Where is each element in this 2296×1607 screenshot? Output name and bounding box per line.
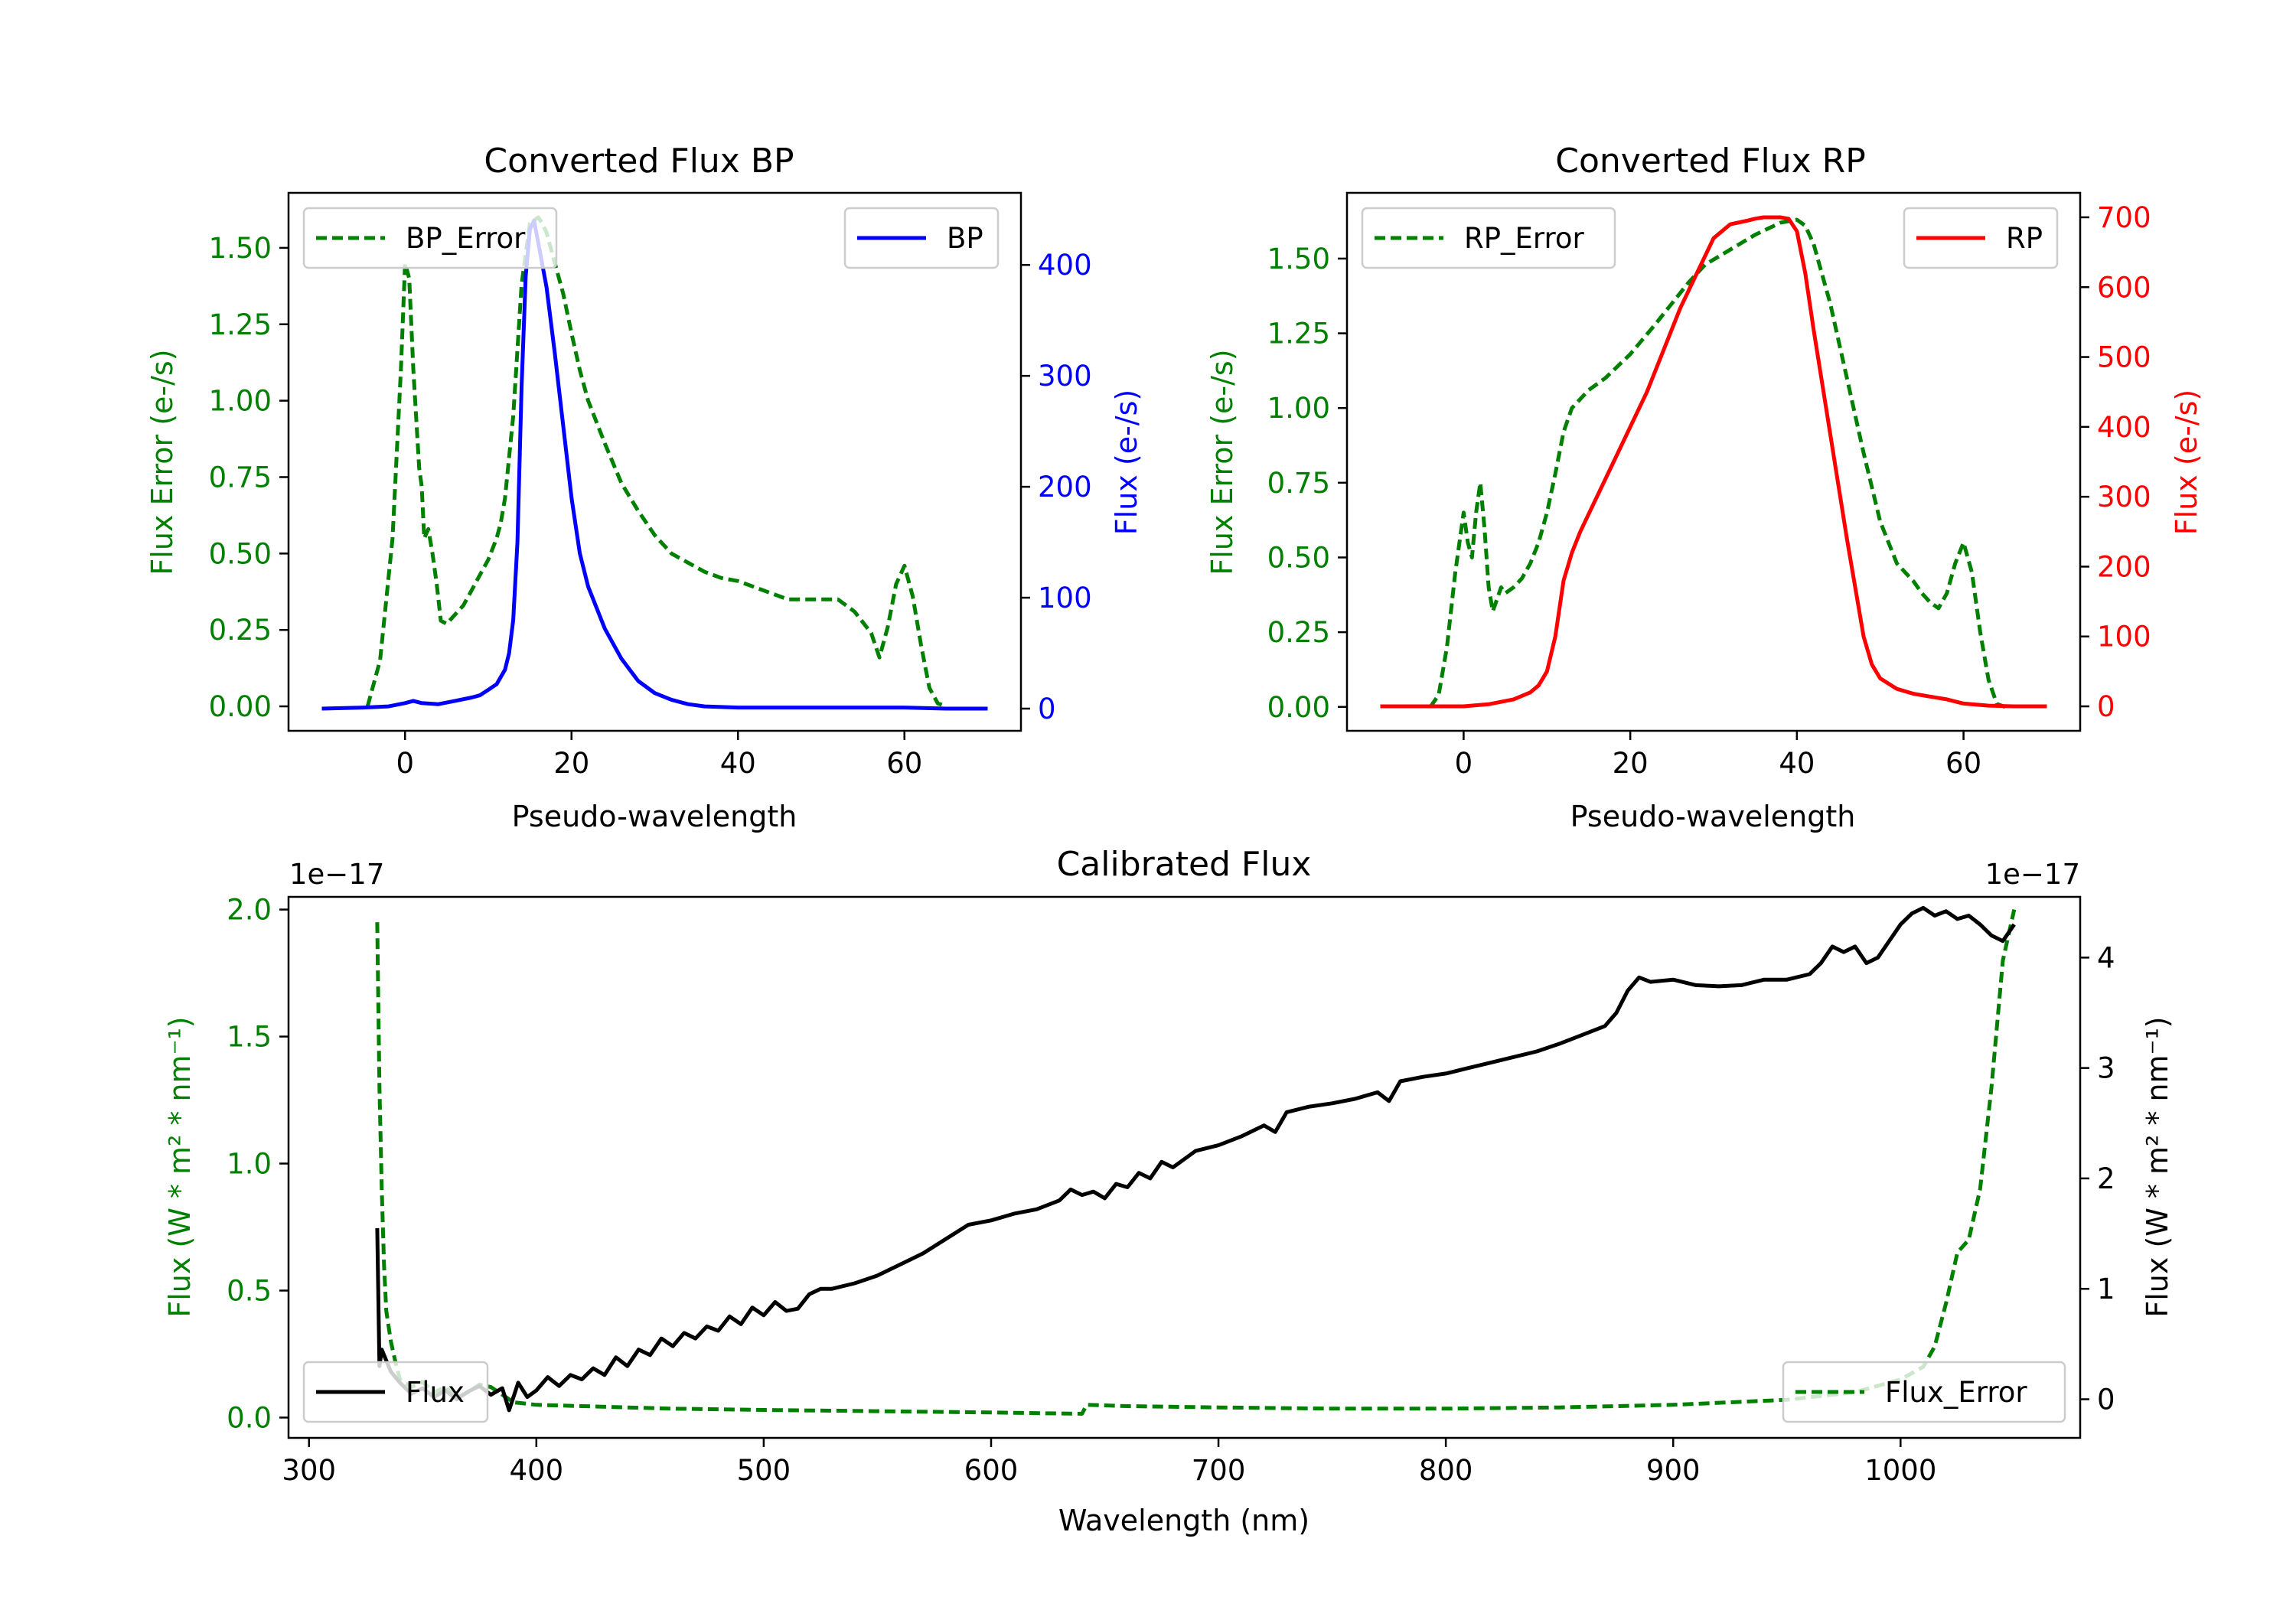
- calibrated-right-axis-label: Flux (W * m² * nm⁻¹): [2141, 1016, 2174, 1317]
- rp-right-tick-label: 700: [2097, 201, 2151, 234]
- bp-x-tick-label: 0: [396, 747, 414, 780]
- calibrated-left-tick-label: 2.0: [227, 894, 272, 927]
- bp-left-tick-label: 0.75: [209, 461, 272, 494]
- rp-right-tick-label: 0: [2097, 690, 2115, 723]
- bp-right-tick-label: 0: [1038, 693, 1056, 725]
- rp-right-tick-label: 300: [2097, 481, 2151, 513]
- calibrated-panel: Calibrated Flux 1e−17 1e−17 300 400 500 600…: [163, 845, 2174, 1537]
- rp-left-tick-label: 0.25: [1267, 616, 1330, 649]
- calibrated-x-tick-label: 900: [1646, 1454, 1701, 1487]
- calibrated-left-tick-label: 1.0: [227, 1148, 272, 1181]
- rp-right-tick-label: 600: [2097, 271, 2151, 304]
- rp-right-axis-label: Flux (e-/s): [2170, 390, 2203, 535]
- rp-left-tick-label: 0.00: [1267, 691, 1330, 724]
- calibrated-left-tick-label: 0.5: [227, 1274, 272, 1307]
- rp-right-tick-label: 100: [2097, 621, 2151, 654]
- bp-right-tick-label: 300: [1038, 360, 1092, 393]
- bp-left-axis-label: Flux Error (e-/s): [145, 349, 179, 575]
- calibrated-x-axis-label: Wavelength (nm): [1058, 1504, 1309, 1537]
- bp-x-tick-label: 60: [886, 747, 922, 780]
- bp-left-tick-label: 0.00: [209, 690, 272, 723]
- bp-title: Converted Flux BP: [484, 142, 794, 181]
- calibrated-title: Calibrated Flux: [1057, 845, 1312, 884]
- calibrated-right-tick-label: 1: [2097, 1273, 2115, 1305]
- calibrated-right-tick-label: 0: [2097, 1384, 2115, 1416]
- calibrated-x-tick-label: 1000: [1864, 1454, 1936, 1487]
- rp-series-rp: [1380, 215, 2047, 709]
- calibrated-series-flux: [375, 905, 2016, 1413]
- rp-legend-error: RP_Error: [1361, 207, 1616, 269]
- bp-right-tick-label: 100: [1038, 582, 1092, 614]
- bp-left-tick-label: 0.25: [209, 614, 272, 647]
- bp-left-tick-label: 1.00: [209, 385, 272, 418]
- calibrated-x-tick-label: 600: [964, 1454, 1019, 1487]
- calibrated-left-tick-label: 1.5: [227, 1021, 272, 1054]
- calibrated-legend-flux: Flux: [302, 1361, 489, 1423]
- rp-left-tick-label: 1.50: [1267, 243, 1330, 275]
- calibrated-left-scale: 1e−17: [289, 858, 384, 891]
- bp-legend-flux: BP: [843, 207, 1000, 269]
- bp-right-axis-label: Flux (e-/s): [1110, 390, 1143, 535]
- calibrated-legend-flux-label: Flux: [406, 1376, 465, 1409]
- bp-left-tick-label: 1.25: [209, 308, 272, 341]
- calibrated-left-tick-label: 0.0: [227, 1401, 272, 1434]
- bp-legend-error: BP_Error: [302, 207, 558, 269]
- calibrated-legend-error-label: Flux_Error: [1885, 1376, 2027, 1409]
- calibrated-legend-flux-box: [302, 1361, 489, 1423]
- calibrated-plot-frame: [287, 895, 2082, 1439]
- rp-x-tick-label: 20: [1613, 747, 1649, 780]
- rp-right-tick-label: 400: [2097, 411, 2151, 444]
- rp-right-tick-label: 200: [2097, 550, 2151, 583]
- rp-x-tick-label: 40: [1779, 747, 1815, 780]
- bp-left-tick-label: 1.50: [209, 232, 272, 265]
- rp-legend-flux-label: RP: [2006, 222, 2043, 255]
- bp-legend-error-box: [302, 207, 558, 269]
- bp-left-tick-label: 0.50: [209, 537, 272, 570]
- rp-x-tick-label: 60: [1945, 747, 1981, 780]
- rp-legend-flux: RP: [1903, 207, 2059, 269]
- bp-series-bp-error: [365, 215, 947, 709]
- rp-left-axis-label: Flux Error (e-/s): [1205, 349, 1239, 575]
- rp-legend-error-box: [1361, 207, 1616, 269]
- calibrated-x-tick-label: 300: [282, 1454, 336, 1487]
- calibrated-x-tick-label: 700: [1192, 1454, 1246, 1487]
- rp-left-tick-label: 1.00: [1267, 392, 1330, 425]
- calibrated-right-tick-label: 2: [2097, 1162, 2115, 1195]
- calibrated-right-tick-label: 3: [2097, 1052, 2115, 1085]
- rp-legend-error-label: RP_Error: [1464, 222, 1584, 255]
- calibrated-legend-error: Flux_Error: [1782, 1361, 2066, 1423]
- bp-panel: Converted Flux BP 0 20 40 60 0.00 0.25 0.50 0.7…: [145, 142, 1143, 833]
- calibrated-x-tick-label: 500: [737, 1454, 791, 1487]
- rp-left-tick-label: 1.25: [1267, 318, 1330, 350]
- bp-legend-flux-label: BP: [947, 222, 983, 255]
- calibrated-series-flux-error: [375, 909, 2017, 1416]
- rp-x-tick-label: 0: [1455, 747, 1473, 780]
- calibrated-x-tick-label: 800: [1419, 1454, 1473, 1487]
- calibrated-left-axis-label: Flux (W * m² * nm⁻¹): [163, 1016, 197, 1317]
- rp-title: Converted Flux RP: [1555, 142, 1866, 181]
- calibrated-right-tick-label: 4: [2097, 941, 2115, 974]
- calibrated-legend-error-box: [1782, 1361, 2066, 1423]
- rp-x-axis-label: Pseudo-wavelength: [1570, 800, 1856, 833]
- rp-plot-frame: [1345, 191, 2082, 732]
- calibrated-right-scale: 1e−17: [1985, 858, 2080, 891]
- bp-right-tick-label: 200: [1038, 471, 1092, 504]
- bp-plot-frame: [287, 191, 1022, 732]
- bp-x-tick-label: 20: [553, 747, 589, 780]
- bp-right-tick-label: 400: [1038, 249, 1092, 282]
- calibrated-x-tick-label: 400: [510, 1454, 564, 1487]
- rp-panel: Converted Flux RP 0 20 40 60 0.00 0.25 0.50 0.7…: [1205, 142, 2203, 833]
- rp-left-tick-label: 0.50: [1267, 541, 1330, 574]
- bp-x-axis-label: Pseudo-wavelength: [512, 800, 797, 833]
- bp-x-tick-label: 40: [720, 747, 756, 780]
- bp-legend-error-label: BP_Error: [406, 222, 526, 255]
- rp-right-tick-label: 500: [2097, 341, 2151, 374]
- rp-left-tick-label: 0.75: [1267, 467, 1330, 500]
